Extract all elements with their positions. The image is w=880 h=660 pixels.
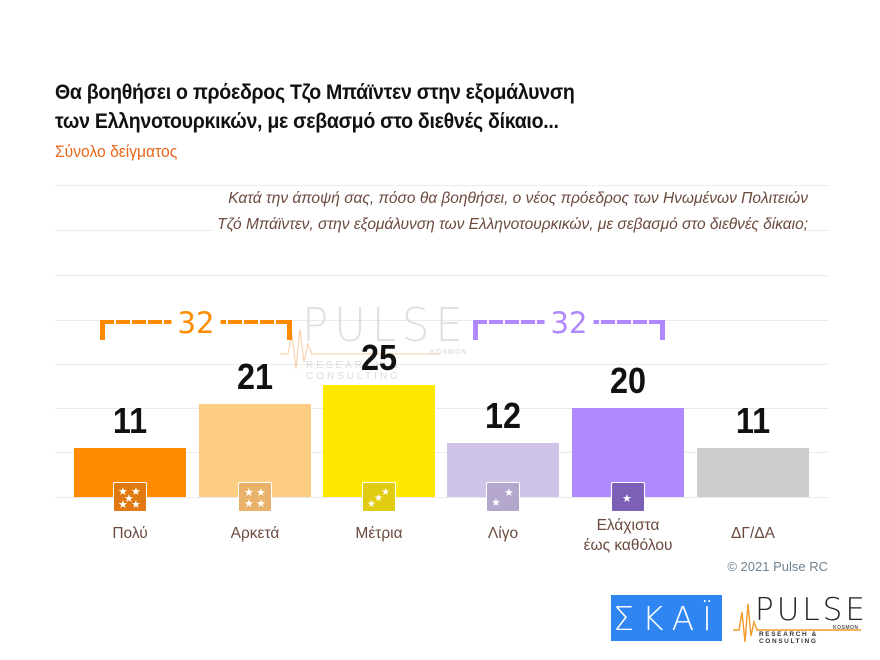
svg-text:★: ★	[491, 497, 501, 509]
gridline	[55, 185, 828, 186]
svg-text:★: ★	[256, 498, 266, 509]
one-star-icon: ★	[611, 482, 645, 512]
pulse-wave-icon	[733, 603, 861, 643]
two-stars-icon: ★ ★	[486, 482, 520, 512]
category-label-elaxista: Ελάχιστα έως καθόλου	[558, 516, 698, 556]
bar-value-arketa: 21	[236, 356, 274, 397]
pulse-wave-icon	[280, 328, 440, 370]
category-label-dg-da: ΔΓ/ΔΑ	[731, 525, 775, 542]
bar-arketa	[199, 404, 311, 497]
gridline	[55, 320, 828, 321]
survey-question: Κατά την άποψή σας, πόσο θα βοηθήσει, ο …	[48, 186, 808, 238]
gridline	[55, 275, 828, 276]
svg-text:★: ★	[118, 499, 128, 509]
pulse-logo-text: PULSE	[755, 592, 868, 628]
watermark-subtext: RESEARCH & CONSULTING	[306, 360, 402, 382]
chart-title: Θα βοηθήσει ο πρόεδρος Τζο Μπάϊντεν στην…	[55, 78, 706, 136]
gridline	[55, 364, 828, 365]
bar-value-ligo: 12	[484, 395, 522, 436]
survey-question-line-1: Κατά την άποψή σας, πόσο θα βοηθήσει, ο …	[224, 190, 808, 207]
bracket-positive-sum: 32	[100, 306, 292, 340]
svg-text:★: ★	[504, 487, 514, 499]
svg-text:★: ★	[244, 498, 254, 509]
svg-text:★: ★	[131, 486, 141, 498]
category-label-poly: Πολύ	[112, 525, 148, 542]
svg-text:★: ★	[622, 493, 632, 505]
four-stars-icon: ★ ★ ★ ★	[238, 482, 272, 512]
chart-title-line-1: Θα βοηθήσει ο πρόεδρος Τζο Μπάϊντεν στην…	[55, 81, 575, 104]
category-label-elaxista-line-2: έως καθόλου	[583, 537, 673, 554]
three-stars-icon: ★ ★ ★	[362, 482, 396, 512]
bar-value-dg-da: 11	[735, 400, 771, 441]
bar-dg-da	[697, 448, 809, 497]
bar-value-elaxista: 20	[609, 360, 647, 401]
four-stars-icon: ★ ★ ★ ★ ★	[113, 482, 147, 512]
watermark-kosmon: KOSMON	[430, 349, 468, 356]
bar-value-metria: 25	[360, 337, 398, 378]
pulse-watermark: PULSE KOSMON RESEARCH & CONSULTING	[280, 298, 470, 382]
svg-text:★: ★	[118, 486, 128, 498]
chart-title-line-2: των Ελληνοτουρκικών, με σεβασμό στο διεθ…	[55, 110, 559, 133]
bracket-negative-sum: 32	[473, 306, 665, 340]
svg-text:★: ★	[374, 493, 383, 504]
copyright-text: © 2021 Pulse RC	[727, 559, 828, 574]
category-label-arketa: Αρκετά	[230, 525, 280, 542]
pulse-logo: PULSE KOSMON RESEARCH & CONSULTING	[733, 592, 865, 645]
pulse-logo-subtext: RESEARCH & CONSULTING	[759, 631, 818, 645]
skai-logo: ΣΚΑΪ	[611, 595, 722, 641]
bar-value-poly: 11	[112, 400, 148, 441]
survey-question-line-2: Τζό Μπάϊντεν, στην εξομάλυνση των Ελληνο…	[213, 216, 808, 233]
bracket-negative-label: 32	[544, 306, 594, 340]
category-label-elaxista-line-1: Ελάχιστα	[596, 517, 660, 534]
category-label-ligo: Λίγο	[487, 525, 519, 542]
gridline	[55, 452, 828, 453]
svg-text:★: ★	[381, 487, 390, 498]
svg-text:★: ★	[244, 487, 254, 499]
svg-text:★: ★	[131, 499, 141, 509]
watermark-text: PULSE	[302, 298, 469, 352]
category-label-metria: Μέτρια	[355, 525, 403, 542]
svg-text:★: ★	[256, 487, 266, 499]
gridline	[55, 497, 828, 498]
svg-text:★: ★	[367, 499, 376, 509]
pulse-logo-kosmon: KOSMON	[833, 625, 859, 631]
svg-text:★: ★	[124, 493, 134, 505]
chart-subtitle: Σύνολο δείγματος	[55, 142, 178, 161]
bar-metria	[323, 385, 435, 497]
bracket-positive-label: 32	[171, 306, 221, 340]
gridline	[55, 408, 828, 409]
